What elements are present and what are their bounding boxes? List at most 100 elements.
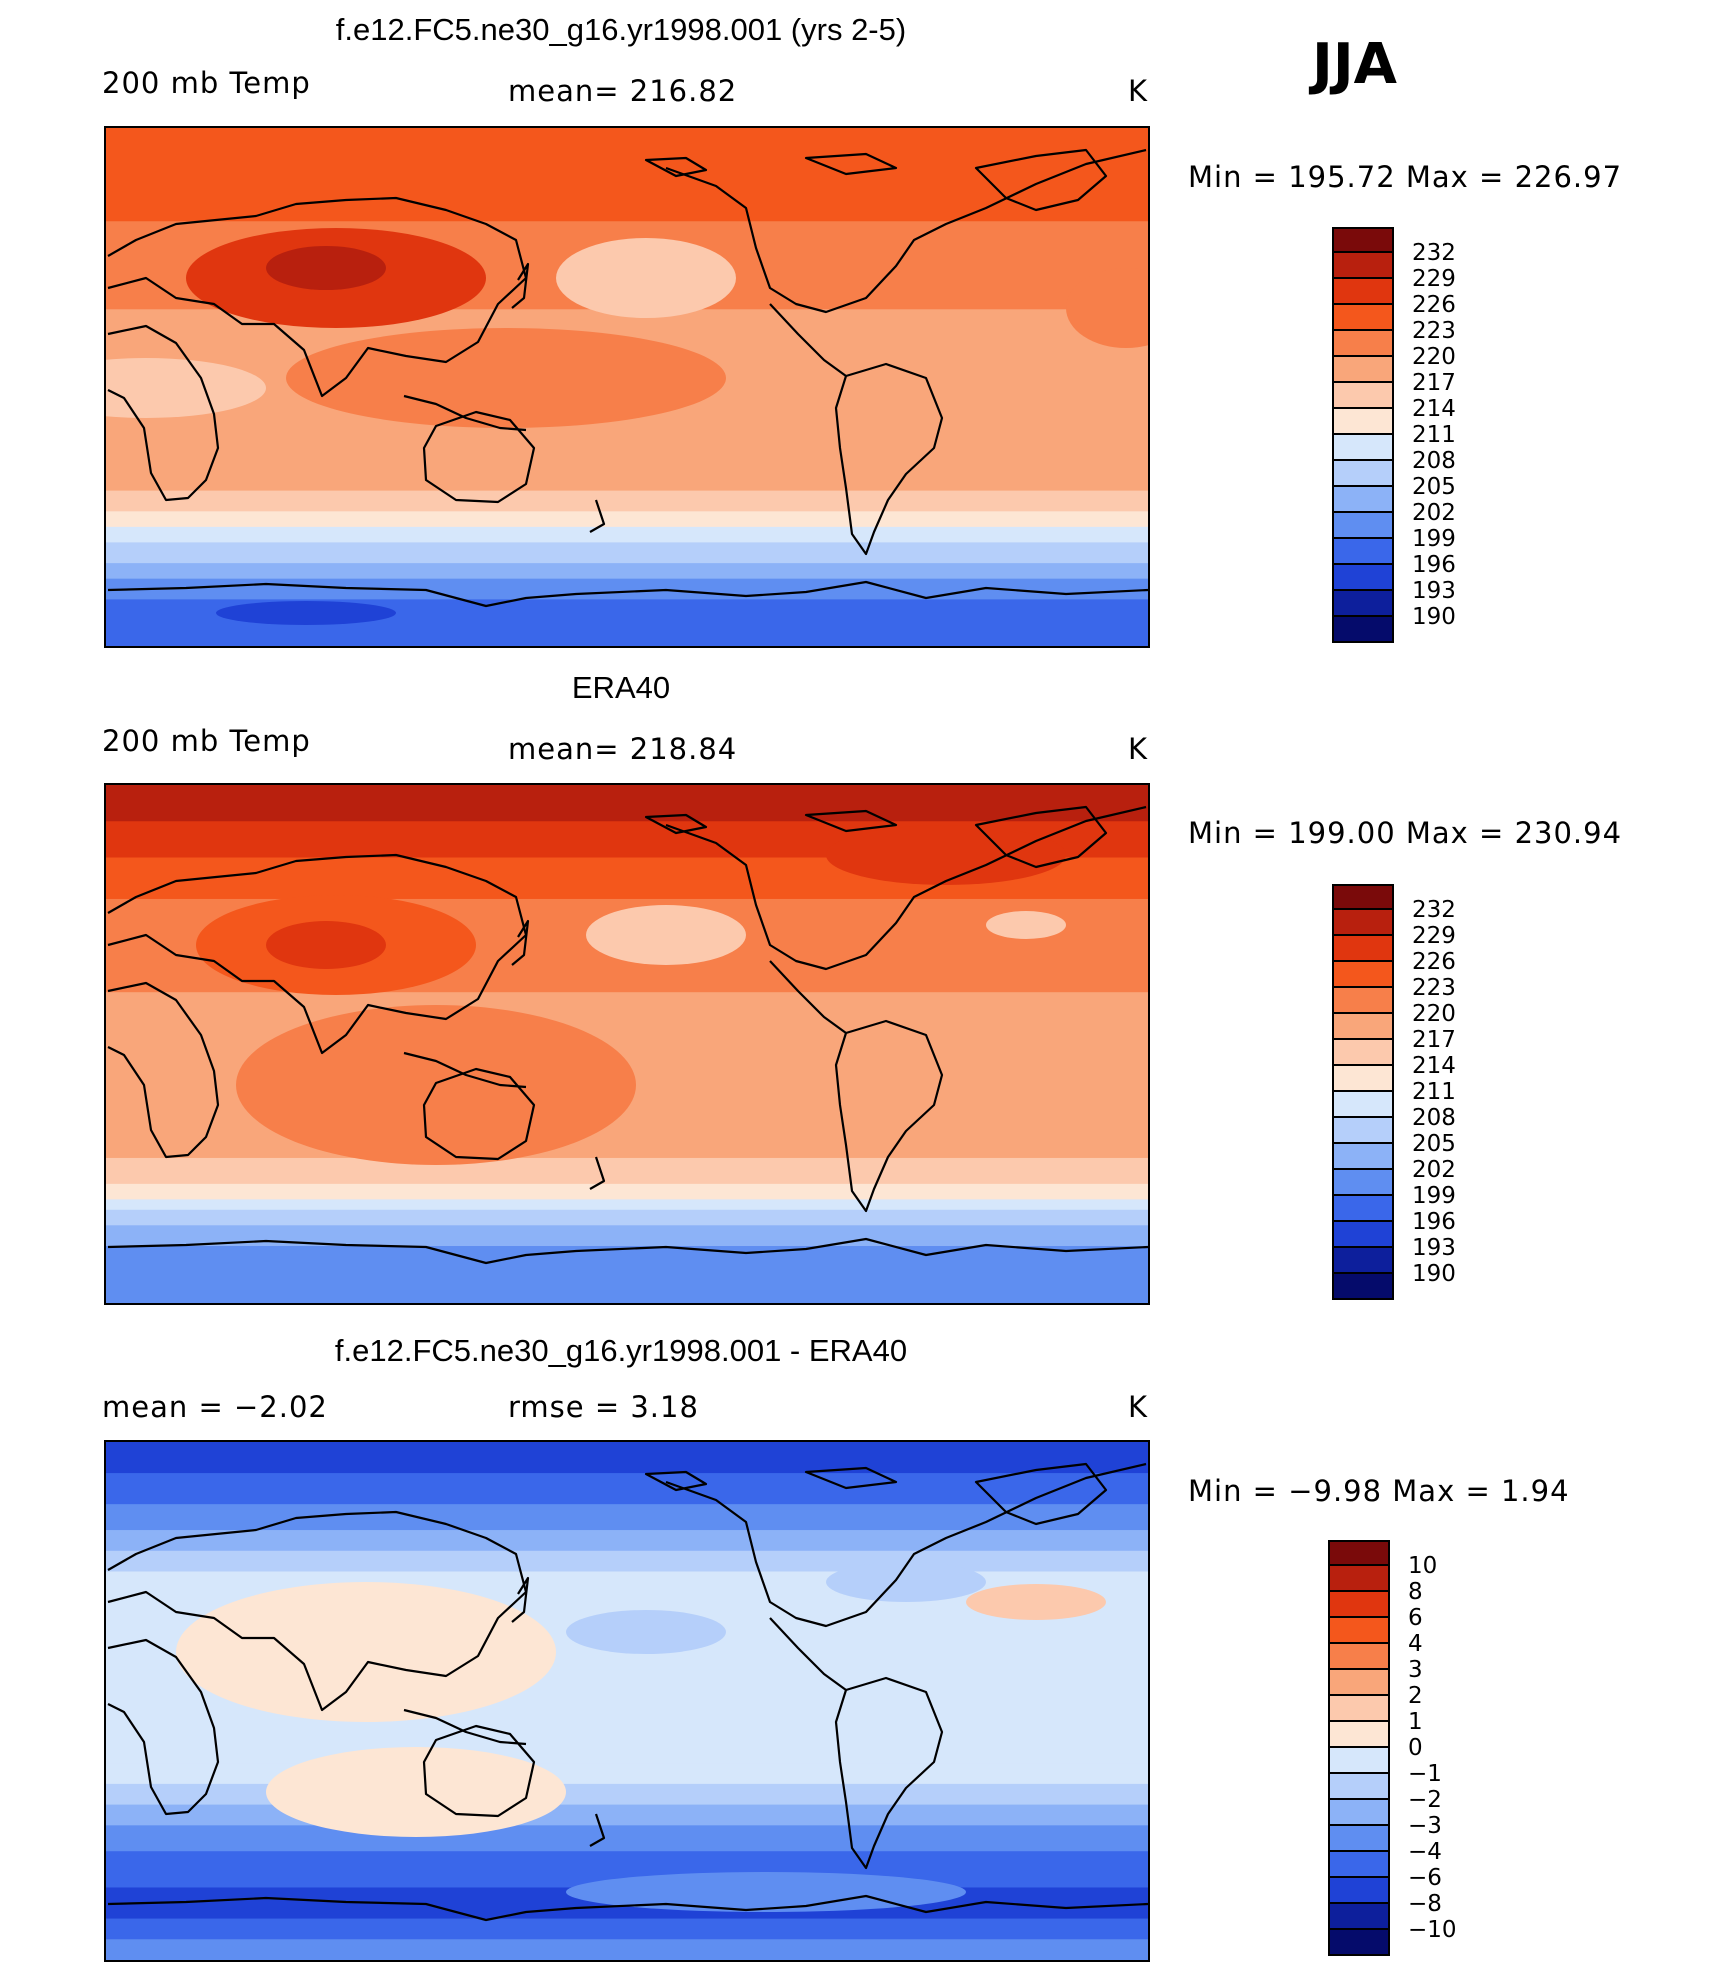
coastline: [589, 1813, 606, 1847]
coastline: [107, 580, 1148, 608]
units-label: K: [1128, 1390, 1149, 1424]
colorbar-cell: [1332, 884, 1394, 910]
colorbar-tick-label: −2: [1408, 1787, 1442, 1813]
colorbar-cell: [1328, 1590, 1390, 1618]
contour-feature: [986, 911, 1066, 939]
colorbar-cell: [1332, 537, 1394, 565]
colorbar-cell: [1332, 615, 1394, 643]
contour-feature: [266, 246, 386, 290]
coastline: [665, 148, 1147, 314]
colorbar-tick-label: 3: [1408, 1657, 1423, 1683]
colorbar-cell: [1332, 1272, 1394, 1300]
coastline: [107, 981, 220, 1159]
colorbar-cell: [1332, 407, 1394, 435]
colorbar-cell: [1332, 1116, 1394, 1144]
contour-band: [106, 1918, 1148, 1941]
colorbar-cell: [1332, 986, 1394, 1014]
contour-band: [106, 1530, 1148, 1552]
colorbar: 10 8 6 4 3 2 1 0 −1 −2 −3 −4 −6 −8 −10: [1328, 1540, 1457, 1956]
coastline: [511, 919, 530, 966]
colorbar-cell: [1328, 1720, 1390, 1748]
colorbar-tick-label: 193: [1412, 1235, 1456, 1261]
colorbar-tick-label: 232: [1412, 897, 1456, 923]
minmax-label: Min = −9.98 Max = 1.94: [1188, 1474, 1570, 1508]
colorbar-cell: [1328, 1746, 1390, 1774]
colorbar-tick-label: 8: [1408, 1579, 1423, 1605]
minmax-label: Min = 199.00 Max = 230.94: [1188, 816, 1623, 850]
contour-band: [106, 449, 1148, 492]
coastline: [511, 1576, 530, 1623]
colorbar-cell: [1332, 589, 1394, 617]
colorbar-tick-label: 205: [1412, 1131, 1456, 1157]
colorbar-cell: [1332, 1012, 1394, 1040]
map-plot: [104, 783, 1150, 1305]
colorbar-tick-label: 229: [1412, 923, 1456, 949]
season-label: JJA: [1312, 32, 1398, 97]
contour-band: [106, 490, 1148, 513]
colorbar-tick-label: 190: [1412, 604, 1456, 630]
contour-band: [106, 1183, 1148, 1201]
colorbar-tick-label: 190: [1412, 1261, 1456, 1287]
contour-band: [106, 1825, 1148, 1853]
coastline: [107, 324, 220, 502]
colorbar-tick-label: 208: [1412, 1105, 1456, 1131]
map-field: [106, 785, 1148, 1303]
coastline: [804, 809, 898, 833]
colorbar-tick-label: 199: [1412, 526, 1456, 552]
coastline: [834, 1676, 944, 1870]
coastline: [804, 1466, 898, 1490]
contour-band: [106, 785, 1148, 823]
colorbar-cell: [1328, 1616, 1390, 1644]
coastline: [644, 156, 708, 178]
panel-title: f.e12.FC5.ne30_g16.yr1998.001 - ERA40: [334, 1333, 908, 1368]
contour-feature: [216, 601, 396, 625]
colorbar-tick-label: 199: [1412, 1183, 1456, 1209]
coastline: [422, 1724, 536, 1818]
map-plot: [104, 126, 1150, 648]
colorbar-cell: [1328, 1902, 1390, 1930]
coastline: [403, 1051, 527, 1089]
colorbar-cell: [1332, 433, 1394, 461]
colorbar-cell: [1328, 1824, 1390, 1852]
coastline: [403, 1708, 527, 1746]
panel-title: ERA40: [571, 670, 671, 705]
coastline: [644, 1470, 708, 1492]
mean-label: mean = −2.02: [102, 1390, 328, 1424]
contour-band: [106, 1209, 1148, 1227]
colorbar-tick-label: 211: [1412, 1079, 1456, 1105]
colorbar-cell: [1332, 1246, 1394, 1274]
contour-feature: [176, 1582, 556, 1722]
colorbar-cell: [1332, 1038, 1394, 1066]
coastline: [834, 1019, 944, 1213]
colorbar-tick-label: 226: [1412, 292, 1456, 318]
colorbar-cell: [1332, 227, 1394, 253]
colorbar-cell: [1328, 1850, 1390, 1878]
contour-band: [106, 1783, 1148, 1806]
contour-band: [106, 1157, 1148, 1185]
coastline: [665, 805, 1147, 971]
colorbar-cell: [1328, 1564, 1390, 1592]
colorbar-tick-label: 214: [1412, 396, 1456, 422]
contour-band: [106, 542, 1148, 565]
coastline: [665, 1462, 1147, 1628]
coastline: [589, 1156, 606, 1190]
contour-band: [106, 526, 1148, 544]
contour-band: [106, 1473, 1148, 1506]
units-label: K: [1128, 74, 1149, 108]
contour-feature: [106, 358, 266, 418]
contour-band: [106, 1804, 1148, 1827]
coastline: [107, 1237, 1148, 1265]
contour-feature: [826, 1562, 986, 1602]
colorbar-cell: [1332, 1168, 1394, 1196]
contour-band: [106, 563, 1148, 580]
coastline: [834, 362, 944, 556]
colorbar-cell: [1332, 1090, 1394, 1118]
colorbar-tick-label: −1: [1408, 1761, 1442, 1787]
colorbar-tick-label: 1: [1408, 1709, 1423, 1735]
coastline: [974, 1462, 1108, 1526]
contour-band: [106, 128, 1148, 223]
colorbar-cell: [1328, 1772, 1390, 1800]
coastline: [804, 152, 898, 176]
colorbar-tick-label: 10: [1408, 1553, 1438, 1579]
colorbar-tick-label: 217: [1412, 370, 1456, 396]
